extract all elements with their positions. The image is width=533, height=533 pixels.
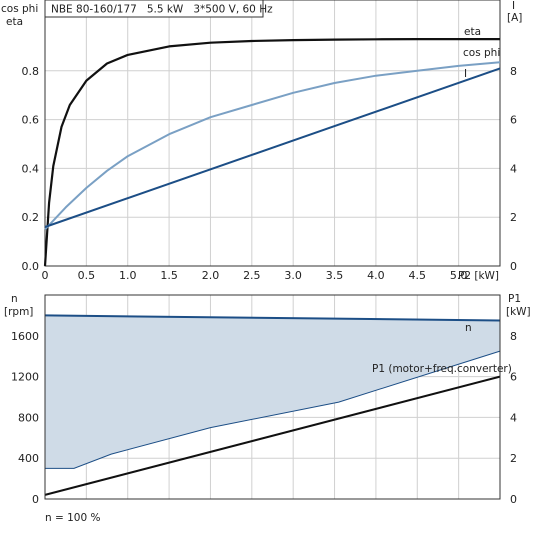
- top-x-tick-label: 3.5: [326, 269, 344, 282]
- bottom-chart: n [rpm] P1 [kW] 0 400 800 1200 1600 0 2 4 6 8 n …: [4, 293, 531, 524]
- bottom-left-axis-label-1: n: [11, 293, 18, 305]
- top-x-ticks: 0 0.5 1.0 1.5 2.0 2.5 3.0 3.5 4.0 4.5 5.0: [42, 269, 468, 282]
- top-x-tick-label: 3.0: [284, 269, 302, 282]
- series-label-eta: eta: [464, 26, 481, 38]
- top-left-axis-label-2: eta: [6, 16, 23, 28]
- series-line-eta: [43, 38, 500, 267]
- speed-annotation: n = 100 %: [45, 512, 101, 524]
- series-label-cosphi: cos phi: [463, 47, 500, 59]
- top-y-tick-label-left: 0.8: [22, 65, 40, 78]
- top-y-tick-label-right: 8: [510, 65, 517, 78]
- top-y-tick-label-right: 6: [510, 114, 517, 127]
- chart-title-box: [44, 0, 264, 18]
- bottom-y-tick-label-left: 1200: [11, 371, 39, 384]
- top-y-tick-label-left: 0.0: [22, 260, 40, 273]
- top-series: [43, 38, 501, 267]
- top-y-tick-label-left: 0.2: [22, 211, 40, 224]
- top-right-axis-label-2: [A]: [507, 12, 522, 24]
- top-y-tick-label-right: 2: [510, 211, 517, 224]
- top-x-axis-label: P2 [kW]: [458, 270, 499, 282]
- bottom-y-tick-label-right: 6: [510, 371, 517, 384]
- series-line-n-min: [45, 350, 501, 469]
- series-line-p1: [44, 375, 501, 496]
- top-x-tick-label: 4.5: [409, 269, 427, 282]
- top-x-tick-label: 4.0: [367, 269, 385, 282]
- top-y-tick-label-left: 0.6: [22, 114, 40, 127]
- bottom-y-tick-label-left: 1600: [11, 330, 39, 343]
- top-x-tick-label: 5.0: [450, 269, 468, 282]
- bottom-y-tick-label-left: 800: [18, 411, 39, 424]
- bottom-y-tick-label-left: 400: [18, 452, 39, 465]
- chart-title: NBE 80-160/177 5.5 kW 3*500 V, 60 Hz: [51, 4, 273, 16]
- bottom-left-axis-label-2: [rpm]: [4, 306, 33, 318]
- top-x-tick-label: 2.5: [243, 269, 261, 282]
- series-line-cos-phi: [44, 61, 501, 231]
- bottom-y-tick-label-left: 0: [32, 493, 39, 506]
- top-chart: NBE 80-160/177 5.5 kW 3*500 V, 60 Hz cos…: [1, 0, 522, 282]
- top-x-tick-label: 1.0: [119, 269, 137, 282]
- bottom-y-ticks-right: 0 2 4 6 8: [510, 330, 517, 506]
- top-left-axis-label-1: cos phi: [1, 3, 38, 15]
- series-label-speed: n: [465, 322, 472, 334]
- bottom-y-tick-label-right: 2: [510, 452, 517, 465]
- series-label-current: I: [464, 68, 467, 80]
- bottom-y-tick-label-right: 0: [510, 493, 517, 506]
- bottom-plot-frame: [44, 294, 501, 500]
- top-y-ticks-right: 0 2 4 6 8: [510, 65, 517, 273]
- top-y-tick-label-right: 0: [510, 260, 517, 273]
- speed-range-area: [45, 315, 500, 469]
- bottom-y-ticks-left: 0 400 800 1200 1600: [11, 330, 39, 506]
- bottom-series: [44, 314, 501, 496]
- top-x-tick-label: 0: [42, 269, 49, 282]
- top-y-ticks-left: 0.0 0.2 0.4 0.6 0.8: [22, 65, 40, 273]
- bottom-y-tick-label-right: 4: [510, 411, 517, 424]
- bottom-right-axis-label-1: P1: [508, 293, 521, 305]
- series-label-p1: P1 (motor+freq.converter): [372, 363, 512, 375]
- top-y-tick-label-right: 4: [510, 162, 517, 175]
- top-x-tick-label: 1.5: [160, 269, 178, 282]
- series-line-n: [44, 314, 501, 322]
- top-x-tick-label: 2.0: [202, 269, 220, 282]
- top-y-tick-label-left: 0.4: [22, 162, 40, 175]
- top-plot-frame: [44, 0, 501, 267]
- top-right-axis-label-1: I: [512, 0, 515, 12]
- series-line-i: [44, 67, 501, 228]
- bottom-y-tick-label-right: 8: [510, 330, 517, 343]
- bottom-right-axis-label-2: [kW]: [506, 306, 531, 318]
- top-x-tick-label: 0.5: [78, 269, 96, 282]
